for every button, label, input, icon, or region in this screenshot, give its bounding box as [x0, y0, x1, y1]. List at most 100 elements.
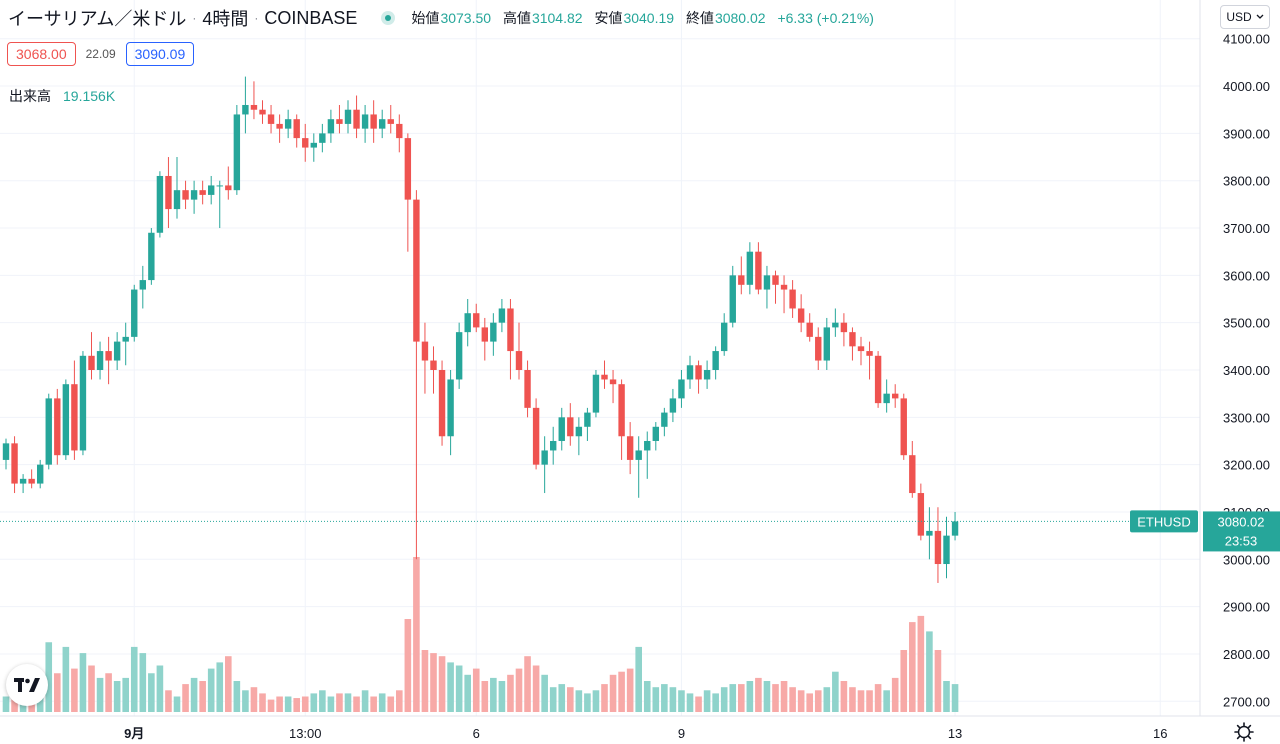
volume-bar	[849, 687, 856, 712]
volume-bar	[301, 696, 309, 712]
candle-body	[635, 450, 642, 460]
candle-body	[190, 190, 198, 200]
volume-bar	[2, 696, 10, 712]
candle-body	[738, 275, 745, 285]
currency-select[interactable]: USD	[1220, 5, 1270, 29]
candle-body	[661, 412, 668, 427]
change-value: +6.33 (+0.21%)	[777, 10, 874, 26]
price-tick-label: 3000.00	[1223, 552, 1270, 567]
candle-body	[319, 133, 326, 143]
price-tick-label: 3400.00	[1223, 363, 1270, 378]
candle-body	[455, 332, 463, 380]
market-status-icon[interactable]	[381, 11, 396, 25]
volume-bar	[242, 690, 249, 712]
candle	[703, 360, 711, 389]
candle	[293, 114, 300, 148]
candle-body	[609, 379, 617, 385]
candle-body	[11, 443, 18, 484]
candle-body	[327, 119, 335, 134]
volume-bar	[635, 646, 642, 712]
candle	[379, 109, 386, 139]
candle	[481, 317, 488, 361]
candle	[515, 322, 523, 380]
volume-bar	[404, 619, 412, 712]
volume-bar	[780, 681, 788, 712]
symbol-title[interactable]: イーサリアム／米ドル	[8, 9, 187, 29]
tradingview-logo-icon[interactable]	[6, 664, 48, 706]
volume-bar	[926, 631, 933, 712]
volume-bar	[857, 690, 865, 712]
volume-bar	[840, 681, 848, 712]
volume-legend[interactable]: 出来高 19.156K	[9, 86, 115, 106]
candle	[190, 180, 198, 214]
price-tick-label: 3900.00	[1223, 126, 1270, 141]
bar-countdown: 23:53	[1225, 533, 1258, 548]
volume-bar	[430, 653, 437, 712]
volume-bar	[413, 557, 420, 712]
candle	[182, 180, 189, 210]
candle-body	[45, 398, 52, 465]
close-value: 3080.02	[714, 10, 766, 26]
volume-bar	[626, 668, 634, 712]
candle	[233, 104, 241, 195]
candle-body	[225, 185, 232, 191]
candle	[951, 511, 959, 541]
candle-body	[755, 251, 762, 290]
candle	[131, 284, 138, 342]
candle	[609, 370, 617, 404]
candle	[721, 313, 728, 356]
candle	[729, 265, 736, 328]
price-tick-label: 3600.00	[1223, 268, 1270, 283]
candle	[789, 280, 796, 318]
candle	[507, 299, 514, 380]
candle	[259, 100, 266, 124]
price-axis[interactable]: 2700.002800.002900.003000.003100.003200.…	[1199, 0, 1270, 716]
volume-bar	[464, 674, 471, 712]
candle-body	[857, 346, 865, 352]
volume-bar	[515, 668, 523, 712]
candle-body	[139, 280, 146, 290]
candle	[430, 346, 437, 394]
candle	[532, 398, 540, 470]
volume-value: 19.156K	[63, 88, 116, 104]
candle-body	[490, 322, 497, 342]
volume-bar	[71, 668, 78, 712]
candle	[242, 76, 249, 134]
volume-bar	[199, 681, 206, 712]
candle	[336, 104, 343, 134]
candle-body	[575, 426, 583, 437]
volume-bar	[438, 656, 446, 712]
volume-bar	[396, 690, 403, 712]
candle	[490, 313, 497, 356]
candle	[156, 171, 164, 238]
candle-body	[900, 398, 907, 456]
candle-body	[302, 138, 309, 148]
candle-body	[62, 384, 70, 456]
volume-bar	[934, 650, 942, 712]
candle	[37, 459, 44, 489]
candle-body	[267, 114, 275, 124]
candle	[88, 332, 95, 380]
volume-bar	[943, 681, 950, 712]
sell-button[interactable]: 3068.00	[7, 42, 76, 66]
candle-body	[550, 440, 557, 451]
buy-button[interactable]: 3090.09	[125, 42, 195, 66]
candle-body	[909, 455, 916, 494]
candle-body	[131, 289, 138, 337]
interval-label[interactable]: 4時間	[202, 9, 249, 29]
volume-bar	[54, 673, 61, 712]
volume-bar	[378, 693, 386, 712]
candle-body	[276, 123, 283, 129]
candle-body	[430, 360, 437, 370]
time-tick-label: 9月	[124, 726, 144, 741]
candle-body	[626, 436, 634, 460]
candle	[216, 180, 223, 229]
volume-bar	[182, 684, 189, 712]
gear-icon[interactable]	[1234, 722, 1254, 742]
candle-body	[729, 275, 736, 323]
volume-bar	[909, 622, 916, 712]
candle-body	[79, 355, 87, 451]
candle-body	[353, 109, 360, 129]
